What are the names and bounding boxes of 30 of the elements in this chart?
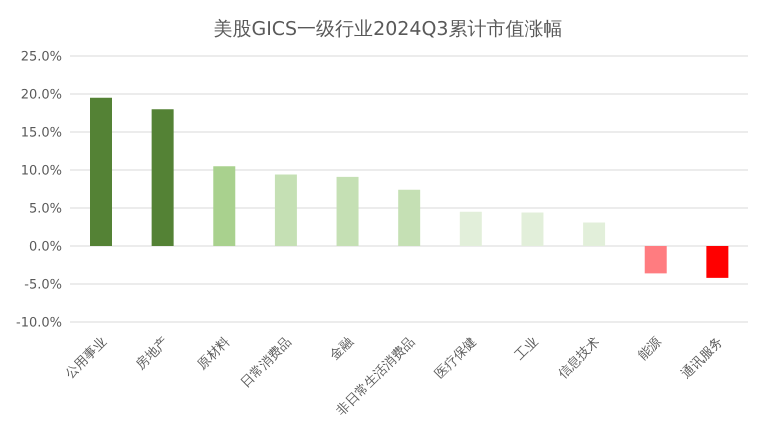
y-tick-label: -10.0%	[16, 316, 62, 331]
x-tick-label: 原材料	[194, 334, 234, 373]
bar	[460, 212, 482, 246]
x-tick-label: 金融	[327, 334, 356, 364]
bar	[152, 109, 174, 246]
x-tick-label: 公用事业	[62, 334, 110, 382]
y-tick-label: 0.0%	[28, 240, 62, 255]
x-tick-label: 能源	[636, 334, 665, 364]
x-tick-label: 日常消费品	[238, 334, 295, 392]
y-tick-label: 15.0%	[20, 126, 62, 141]
y-tick-label: -5.0%	[24, 278, 62, 293]
y-tick-label: 5.0%	[28, 202, 62, 217]
bar	[706, 246, 728, 278]
x-tick-label: 通讯服务	[678, 334, 726, 382]
x-tick-label: 房地产	[132, 334, 172, 373]
chart-title: 美股GICS一级行业2024Q3累计市值涨幅	[212, 17, 564, 42]
x-tick-label: 信息技术	[556, 334, 603, 382]
bar	[398, 190, 420, 246]
bar	[521, 212, 544, 246]
y-tick-label: 25.0%	[20, 50, 62, 65]
x-tick-label: 医疗保健	[432, 334, 480, 382]
bar	[274, 174, 297, 246]
bar	[583, 222, 606, 246]
bar	[644, 246, 667, 274]
bar	[213, 166, 236, 246]
bar	[336, 176, 359, 246]
x-tick-label: 工业	[512, 334, 542, 364]
y-tick-label: 20.0%	[20, 88, 62, 103]
y-tick-label: 10.0%	[20, 164, 62, 179]
bar	[90, 98, 112, 246]
